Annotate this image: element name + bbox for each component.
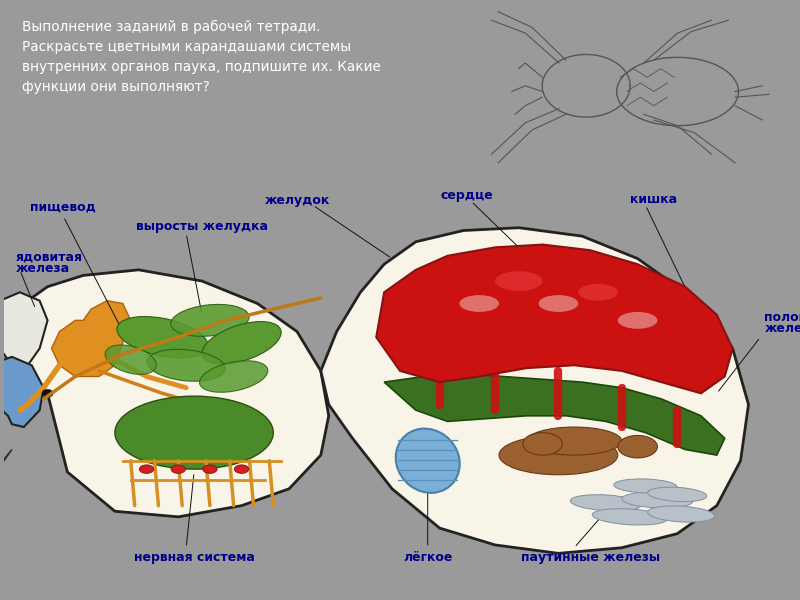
- Ellipse shape: [199, 361, 268, 392]
- Ellipse shape: [171, 465, 186, 473]
- Ellipse shape: [42, 389, 54, 398]
- Text: половая: половая: [764, 311, 800, 324]
- Ellipse shape: [147, 349, 226, 381]
- Text: Выполнение заданий в рабочей тетради.
Раскрасьте цветными карандашами системы
вн: Выполнение заданий в рабочей тетради. Ра…: [22, 20, 381, 94]
- Ellipse shape: [648, 487, 706, 502]
- Polygon shape: [0, 357, 43, 427]
- Text: кишка: кишка: [630, 193, 677, 206]
- Ellipse shape: [618, 312, 658, 329]
- Ellipse shape: [622, 492, 693, 508]
- Ellipse shape: [170, 304, 249, 337]
- Text: железа: железа: [764, 322, 800, 335]
- Polygon shape: [384, 374, 725, 455]
- Ellipse shape: [648, 506, 714, 522]
- Polygon shape: [0, 449, 12, 511]
- Text: лёгкое: лёгкое: [403, 551, 453, 564]
- Ellipse shape: [592, 509, 667, 525]
- Text: ядовитая: ядовитая: [16, 251, 83, 264]
- Ellipse shape: [578, 284, 618, 301]
- Polygon shape: [376, 245, 733, 394]
- Ellipse shape: [495, 271, 542, 291]
- Ellipse shape: [105, 345, 156, 374]
- Text: паутинные железы: паутинные железы: [521, 551, 660, 564]
- Text: пищевод: пищевод: [30, 200, 96, 214]
- Text: сердце: сердце: [441, 189, 494, 202]
- Ellipse shape: [115, 396, 274, 469]
- Ellipse shape: [614, 479, 677, 493]
- Text: желудок: желудок: [265, 194, 330, 207]
- Text: нервная система: нервная система: [134, 551, 254, 564]
- Ellipse shape: [499, 436, 618, 475]
- Ellipse shape: [396, 428, 460, 493]
- Ellipse shape: [459, 295, 499, 312]
- Ellipse shape: [202, 465, 217, 473]
- Polygon shape: [51, 301, 130, 377]
- Ellipse shape: [570, 494, 642, 511]
- Text: железа: железа: [16, 262, 70, 275]
- Polygon shape: [16, 270, 329, 517]
- Ellipse shape: [522, 433, 562, 455]
- Polygon shape: [0, 292, 47, 371]
- Ellipse shape: [618, 436, 658, 458]
- Polygon shape: [321, 228, 749, 553]
- Ellipse shape: [538, 295, 578, 312]
- Ellipse shape: [117, 317, 208, 358]
- Ellipse shape: [526, 427, 622, 455]
- Ellipse shape: [202, 322, 281, 364]
- Text: выросты желудка: выросты желудка: [136, 220, 268, 233]
- Ellipse shape: [234, 465, 249, 473]
- Ellipse shape: [139, 465, 154, 473]
